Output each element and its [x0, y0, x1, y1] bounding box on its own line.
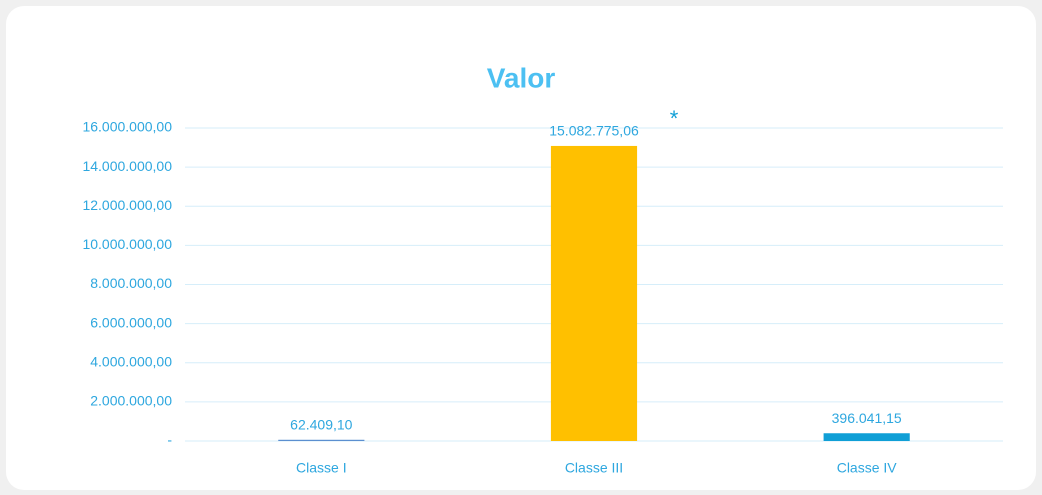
y-tick-label: 12.000.000,00 — [82, 197, 172, 213]
y-tick-label: 2.000.000,00 — [90, 393, 172, 409]
y-tick-label: 16.000.000,00 — [82, 119, 172, 135]
bar — [823, 433, 910, 441]
x-tick-label: Classe IV — [837, 460, 898, 476]
y-tick-label: 6.000.000,00 — [90, 314, 172, 330]
data-label: 396.041,15 — [832, 410, 902, 426]
data-label: 62.409,10 — [290, 416, 352, 432]
y-tick-label: 14.000.000,00 — [82, 158, 172, 174]
bar — [278, 439, 365, 441]
x-tick-label: Classe I — [296, 460, 347, 476]
bar — [550, 145, 638, 441]
annotation: * — [670, 106, 679, 131]
y-tick-label: 8.000.000,00 — [90, 275, 172, 291]
y-tick-label: 10.000.000,00 — [82, 236, 172, 252]
data-label: 15.082.775,06 — [549, 123, 639, 139]
x-tick-label: Classe III — [565, 460, 623, 476]
chart-title: Valor — [487, 62, 556, 93]
card — [6, 6, 1036, 490]
y-tick-label: - — [167, 432, 172, 448]
y-tick-label: 4.000.000,00 — [90, 353, 172, 369]
